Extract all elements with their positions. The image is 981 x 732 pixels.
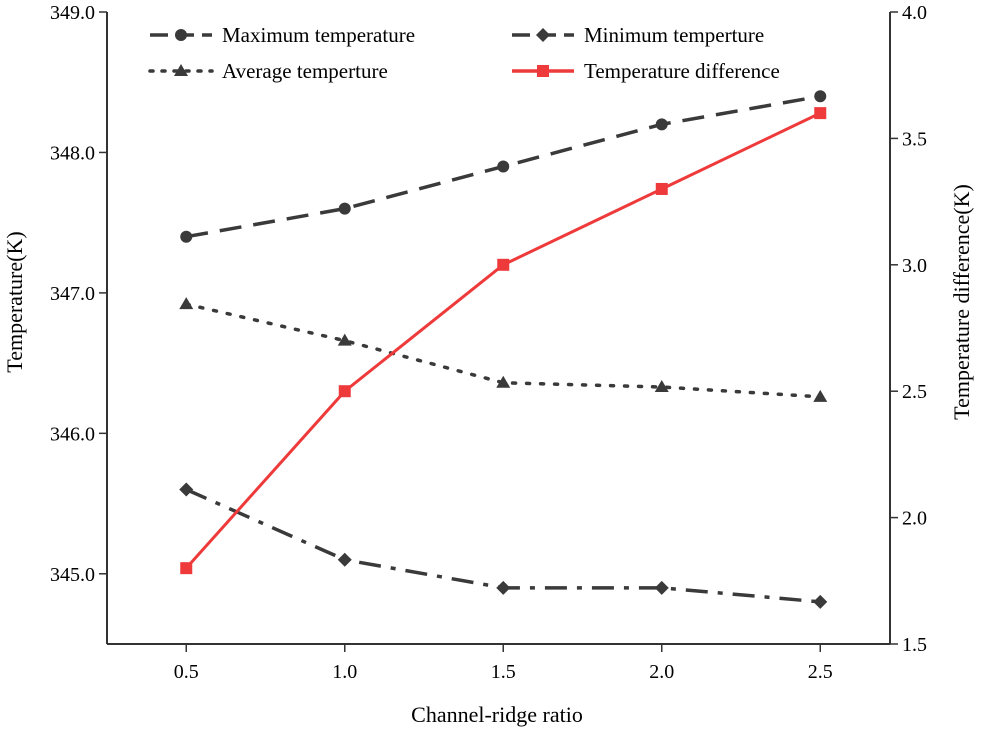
y-right-tick-label: 3.0 — [902, 255, 927, 277]
legend-label: Minimum temperture — [584, 23, 764, 47]
legend-label: Average temperture — [222, 59, 388, 83]
y-left-tick-label: 349.0 — [50, 2, 95, 24]
data-point-minimum-temperture — [813, 594, 828, 609]
y-right-tick-label: 1.5 — [902, 634, 927, 656]
y-right-tick-label: 2.0 — [902, 508, 927, 530]
legend-marker — [536, 28, 550, 42]
legend-item-average-temperture: Average temperture — [148, 59, 388, 83]
axes: 0.5 1.0 1.5 2.0 2.5 345.0 346.0 347.0 348.0 349.0… — [50, 2, 927, 683]
y-left-tick-label: 346.0 — [50, 423, 95, 445]
legend-label: Maximum temperature — [222, 23, 415, 47]
legend-item-minimum-temperture: Minimum temperture — [512, 23, 764, 47]
x-axis-title: Channel-ridge ratio — [411, 702, 583, 727]
y-right-tick-label: 4.0 — [902, 2, 927, 24]
y-right-tick-label: 3.5 — [902, 128, 927, 150]
data-point-minimum-temperture — [654, 580, 669, 595]
series-layer — [179, 90, 828, 609]
data-point-temperature-difference — [655, 182, 668, 195]
y-axis-left-title: Temperature(K) — [2, 231, 27, 372]
y-axis-right-title: Temperature difference(K) — [949, 184, 974, 420]
data-point-average-temperture — [496, 375, 511, 388]
data-point-minimum-temperture — [179, 482, 194, 497]
data-point-temperature-difference — [497, 258, 510, 271]
data-point-maximum-temperature — [814, 90, 827, 103]
y-right-tick-label: 2.5 — [902, 381, 927, 403]
y-left-tick-label: 348.0 — [50, 142, 95, 164]
y-left-tick-label: 345.0 — [50, 564, 95, 586]
data-point-maximum-temperature — [180, 230, 193, 243]
data-point-maximum-temperature — [497, 160, 510, 173]
x-tick-label: 1.0 — [332, 661, 357, 683]
y-left-tick-label: 347.0 — [50, 283, 95, 305]
legend-marker — [174, 64, 188, 76]
legend: Maximum temperature Minimum temperture Ave… — [148, 23, 780, 83]
data-point-average-temperture — [337, 333, 352, 346]
data-point-temperature-difference — [180, 562, 193, 575]
x-tick-label: 2.0 — [649, 661, 674, 683]
x-tick-label: 2.5 — [808, 661, 833, 683]
data-point-maximum-temperature — [655, 118, 668, 131]
data-point-average-temperture — [654, 379, 669, 392]
legend-marker — [537, 65, 549, 77]
legend-marker — [175, 29, 187, 41]
data-point-average-temperture — [813, 389, 828, 402]
legend-item-maximum-temperature: Maximum temperature — [150, 23, 415, 47]
data-point-maximum-temperature — [338, 202, 351, 215]
data-point-average-temperture — [179, 297, 194, 310]
series-line-temperature-difference — [185, 111, 821, 570]
legend-item-temperature-difference: Temperature difference — [512, 59, 780, 83]
legend-label: Temperature difference — [584, 59, 780, 83]
x-tick-label: 0.5 — [174, 661, 199, 683]
data-point-minimum-temperture — [337, 552, 352, 567]
data-point-temperature-difference — [814, 107, 827, 120]
data-point-temperature-difference — [338, 385, 351, 398]
x-tick-label: 1.5 — [491, 661, 516, 683]
data-point-minimum-temperture — [496, 580, 511, 595]
